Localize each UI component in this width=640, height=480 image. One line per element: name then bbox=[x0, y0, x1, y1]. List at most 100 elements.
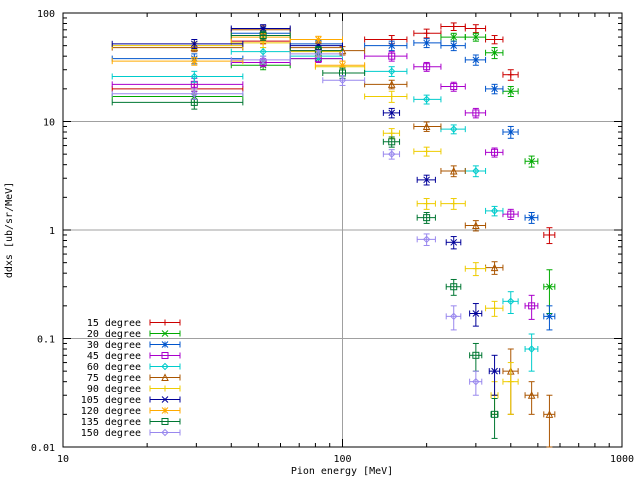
data-point bbox=[440, 22, 466, 31]
data-point bbox=[416, 233, 436, 246]
legend-marker bbox=[161, 418, 169, 425]
data-marker bbox=[450, 312, 458, 321]
data-marker bbox=[507, 87, 515, 95]
data-marker bbox=[449, 166, 458, 175]
legend-label: 15 degree bbox=[87, 318, 141, 329]
legend-entry: 120 degree bbox=[81, 406, 181, 417]
legend-marker bbox=[161, 341, 169, 348]
data-point bbox=[488, 354, 501, 396]
data-marker bbox=[546, 312, 553, 320]
data-point bbox=[445, 305, 462, 331]
data-marker bbox=[423, 176, 430, 184]
data-marker bbox=[388, 130, 395, 137]
y-tick-label: 1 bbox=[49, 226, 55, 237]
data-marker bbox=[545, 410, 554, 418]
y-tick-label: 100 bbox=[37, 9, 55, 20]
data-marker bbox=[527, 345, 536, 353]
data-marker bbox=[450, 238, 458, 246]
legend-marker bbox=[162, 319, 168, 326]
legend-entry: 30 degree bbox=[87, 340, 181, 351]
data-marker bbox=[472, 25, 479, 32]
data-point bbox=[364, 66, 408, 77]
data-point bbox=[289, 35, 343, 44]
data-marker bbox=[423, 148, 430, 155]
data-point bbox=[413, 94, 442, 105]
legend-entry: 60 degree bbox=[87, 362, 181, 373]
data-marker bbox=[259, 32, 267, 40]
data-marker bbox=[546, 231, 553, 238]
data-point bbox=[464, 220, 487, 232]
data-point bbox=[485, 147, 504, 158]
data-point bbox=[230, 30, 291, 41]
data-point bbox=[289, 50, 343, 58]
data-point bbox=[413, 121, 442, 132]
data-point bbox=[485, 300, 504, 317]
data-point bbox=[485, 47, 504, 60]
legend-marker bbox=[161, 396, 169, 403]
data-point bbox=[485, 83, 504, 95]
data-marker bbox=[528, 214, 535, 221]
data-point bbox=[543, 394, 556, 448]
data-point bbox=[485, 35, 504, 45]
data-marker bbox=[450, 283, 458, 291]
data-point bbox=[364, 51, 408, 62]
legend-label: 90 degree bbox=[87, 384, 141, 395]
data-point bbox=[413, 146, 442, 157]
data-point bbox=[111, 70, 244, 83]
data-point bbox=[543, 227, 556, 245]
data-marker bbox=[423, 200, 430, 207]
data-point bbox=[230, 55, 291, 65]
data-point bbox=[469, 342, 483, 372]
data-marker bbox=[190, 90, 199, 98]
data-point bbox=[464, 107, 487, 119]
legend-marker bbox=[161, 330, 169, 337]
legend-entry: 45 degree bbox=[87, 351, 181, 362]
data-point bbox=[111, 41, 244, 51]
data-point bbox=[490, 397, 499, 439]
legend-label: 45 degree bbox=[87, 351, 141, 362]
series-20-degree bbox=[111, 32, 556, 314]
legend-label: 150 degree bbox=[81, 428, 141, 439]
data-point bbox=[382, 136, 401, 148]
legend-entry: 105 degree bbox=[81, 395, 181, 406]
legend-entry: 75 degree bbox=[87, 373, 181, 384]
x-tick-label: 100 bbox=[333, 454, 351, 465]
data-marker bbox=[472, 265, 479, 272]
data-point bbox=[364, 40, 408, 52]
data-point bbox=[469, 370, 483, 396]
data-marker bbox=[190, 40, 198, 48]
data-marker bbox=[491, 410, 499, 418]
x-axis-label: Pion energy [MeV] bbox=[291, 466, 393, 477]
data-marker bbox=[190, 43, 199, 52]
data-marker bbox=[423, 214, 431, 222]
data-point bbox=[464, 262, 487, 277]
data-marker bbox=[472, 33, 480, 41]
data-marker bbox=[472, 56, 480, 64]
legend-marker bbox=[161, 428, 169, 437]
data-marker bbox=[507, 297, 515, 306]
legend-entry: 15 degree bbox=[87, 318, 181, 329]
series-90-degree bbox=[111, 38, 519, 415]
series-120-degree bbox=[111, 32, 366, 71]
legend-label: 120 degree bbox=[81, 406, 141, 417]
data-point bbox=[416, 211, 436, 224]
data-point bbox=[382, 149, 401, 160]
legend-entry: 20 degree bbox=[87, 329, 181, 340]
legend-label: 60 degree bbox=[87, 362, 141, 373]
data-point bbox=[464, 24, 487, 34]
grid bbox=[63, 13, 622, 447]
data-marker bbox=[338, 76, 347, 84]
data-marker bbox=[387, 80, 396, 88]
data-marker bbox=[450, 125, 458, 133]
x-tick-label: 10 bbox=[57, 454, 69, 465]
data-marker bbox=[507, 71, 514, 78]
data-marker bbox=[388, 42, 396, 50]
data-point bbox=[440, 81, 466, 92]
data-point bbox=[440, 32, 466, 42]
data-point bbox=[524, 294, 539, 320]
data-point bbox=[413, 61, 442, 72]
data-point bbox=[111, 83, 244, 95]
data-marker bbox=[450, 42, 458, 50]
